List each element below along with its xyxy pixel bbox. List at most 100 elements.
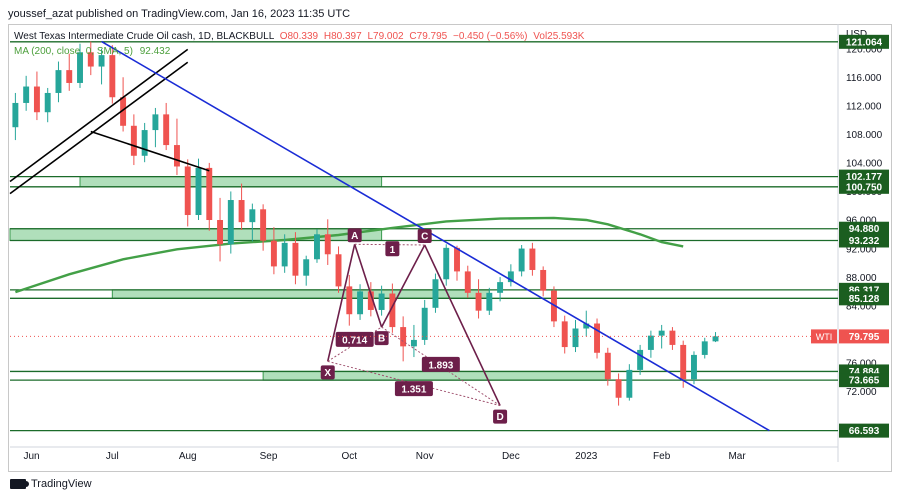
candle-body [44, 92, 51, 113]
axis-currency-label: USD [846, 29, 867, 40]
pattern-ratio-box [335, 331, 374, 347]
level-price-box [839, 291, 889, 306]
candle-body [152, 114, 159, 131]
candle-body [454, 247, 460, 272]
level-price-label: 94.880 [849, 224, 880, 235]
legend-change: −0.450 (−0.56%) [453, 31, 528, 42]
candle-body [475, 292, 482, 311]
trendline[interactable] [101, 40, 770, 432]
channel-line[interactable] [9, 61, 189, 195]
candle-body [583, 323, 590, 329]
legend-title: West Texas Intermediate Crude Oil cash, … [14, 31, 274, 42]
candle-body [173, 145, 180, 167]
legend-open: O80.339 [279, 31, 319, 42]
y-tick-label: 120.000 [846, 44, 883, 55]
moving-average-line [15, 216, 684, 294]
candle-body [691, 354, 697, 380]
candle-body [464, 271, 471, 293]
candle-body [443, 247, 450, 280]
y-tick-label: 96.000 [846, 216, 877, 227]
support-zone[interactable] [262, 370, 609, 381]
level-price-box [839, 233, 889, 248]
candle-body [98, 55, 105, 67]
y-tick-label: 88.000 [846, 273, 877, 284]
candle-body [249, 209, 256, 223]
current-price-box [839, 329, 889, 344]
pattern-point-label: B [378, 334, 385, 345]
candle-body [701, 341, 708, 355]
pattern-point-box [347, 228, 362, 243]
legend-ohlc: West Texas Intermediate Crude Oil cash, … [14, 31, 584, 42]
candle-body [141, 130, 148, 156]
level-price-label: 100.750 [846, 182, 883, 193]
candle-body [561, 321, 568, 348]
legend-high: H80.397 [323, 31, 362, 42]
x-tick-label: Feb [653, 451, 671, 462]
candle-body [120, 97, 127, 126]
pattern-leg[interactable] [423, 244, 501, 406]
candle-body [55, 70, 62, 93]
x-tick-label: Jun [23, 451, 39, 462]
legend-ma-value: 92.432 [139, 46, 171, 57]
candle-body [195, 167, 202, 216]
level-price-box [839, 34, 889, 49]
candle-body [680, 344, 687, 380]
y-tick-label: 112.000 [846, 102, 882, 113]
channel-line[interactable] [90, 130, 210, 172]
pattern-ratio-label: 1.893 [428, 360, 453, 371]
pattern-point-label: A [351, 231, 358, 242]
candle-body [518, 248, 525, 272]
pattern-point-label: C [421, 231, 428, 242]
legend-volume: Vol25.593K [533, 31, 585, 42]
x-tick-label: Nov [416, 451, 434, 462]
y-tick-label: 108.000 [846, 130, 883, 141]
candle-body [33, 86, 40, 113]
pattern-ratio-label: 1 [390, 245, 396, 256]
level-price-label: 102.177 [846, 172, 883, 183]
current-price-label: 79.795 [849, 332, 880, 343]
pattern-point-box [374, 331, 389, 346]
pattern-ratio-box [385, 241, 400, 257]
level-price-box [839, 221, 889, 236]
pattern-leg[interactable] [326, 244, 356, 362]
channel-line[interactable] [9, 48, 189, 183]
chart-frame[interactable] [8, 24, 892, 472]
candle-body [217, 220, 224, 245]
pattern-leg[interactable] [353, 244, 383, 328]
level-price-label: 74.884 [849, 367, 880, 378]
candle-body [421, 307, 428, 340]
candle-body [292, 242, 299, 276]
pattern-ratio-box [394, 381, 433, 397]
candle-body [367, 291, 374, 310]
candle-body [346, 286, 353, 315]
pattern-point-label: D [496, 412, 503, 423]
candle-body [12, 102, 19, 128]
candle-body [184, 166, 191, 216]
level-price-box [839, 373, 889, 388]
footer-brand[interactable]: TradingView [10, 478, 92, 490]
candle-body [130, 125, 137, 156]
level-price-label: 85.128 [849, 294, 880, 305]
candle-body [378, 293, 385, 310]
candle-body [550, 290, 557, 322]
candle-body [507, 271, 514, 283]
level-price-box [839, 179, 889, 194]
y-tick-label: 76.000 [846, 358, 877, 369]
x-tick-label: Aug [179, 451, 197, 462]
level-price-label: 86.317 [849, 285, 880, 296]
pattern-leg[interactable] [380, 244, 426, 328]
candle-body [604, 352, 611, 380]
symbol-tag-box [811, 329, 837, 344]
candle-body [163, 114, 170, 146]
candle-body [410, 339, 417, 347]
y-tick-label: 92.000 [846, 244, 877, 255]
legend-low: L79.002 [367, 31, 404, 42]
x-tick-label: Jul [106, 451, 119, 462]
y-tick-label: 72.000 [846, 387, 877, 398]
candle-body [540, 269, 547, 291]
candle-body [206, 167, 213, 221]
x-tick-label: Mar [728, 451, 746, 462]
y-tick-label: 84.000 [846, 301, 877, 312]
publish-line: youssef_azat published on TradingView.co… [8, 8, 351, 20]
